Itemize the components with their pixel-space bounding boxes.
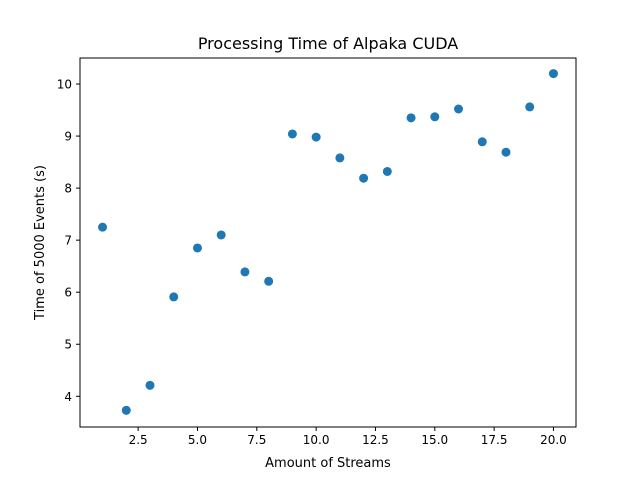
data-point: [169, 292, 179, 302]
y-tick-label: 8: [64, 182, 72, 196]
data-point: [216, 230, 226, 240]
x-tick-label: 15.0: [421, 433, 448, 447]
x-axis-ticks: 2.5 5.0 7.5 10.0 12.5 15.0 17.5 20.0: [129, 427, 567, 447]
y-axis-ticks: 4 5 6 7 8 9 10: [57, 78, 80, 404]
x-tick-label: 2.5: [129, 433, 148, 447]
x-tick-label: 7.5: [247, 433, 266, 447]
y-tick-label: 5: [64, 338, 72, 352]
x-tick-label: 17.5: [481, 433, 508, 447]
data-point: [501, 147, 511, 157]
data-point: [548, 69, 558, 79]
data-point: [406, 113, 416, 123]
y-tick-label: 7: [64, 234, 72, 248]
y-tick-label: 6: [64, 286, 72, 300]
data-point: [525, 102, 535, 112]
data-point: [240, 267, 250, 277]
data-point: [311, 132, 321, 142]
data-point: [145, 380, 155, 390]
data-point: [382, 166, 392, 176]
data-point: [264, 276, 274, 286]
y-axis-label: Time of 5000 Events (s): [33, 165, 48, 321]
data-point: [98, 222, 108, 232]
data-point: [287, 129, 297, 139]
plot-frame: [79, 57, 577, 428]
y-tick-label: 9: [64, 130, 72, 144]
y-tick-label: 4: [64, 390, 72, 404]
data-point: [335, 153, 345, 163]
data-point: [192, 243, 202, 253]
data-point: [430, 112, 440, 122]
x-tick-label: 10.0: [303, 433, 330, 447]
x-tick-label: 5.0: [188, 433, 207, 447]
x-axis-label: Amount of Streams: [265, 456, 391, 471]
chart-title: Processing Time of Alpaka CUDA: [198, 34, 458, 53]
data-point: [454, 104, 464, 114]
y-tick-label: 10: [57, 78, 72, 92]
x-tick-label: 20.0: [540, 433, 567, 447]
data-point: [359, 173, 369, 183]
x-tick-label: 12.5: [362, 433, 389, 447]
data-point: [477, 137, 487, 147]
data-points: [98, 69, 558, 415]
data-point: [121, 405, 131, 415]
